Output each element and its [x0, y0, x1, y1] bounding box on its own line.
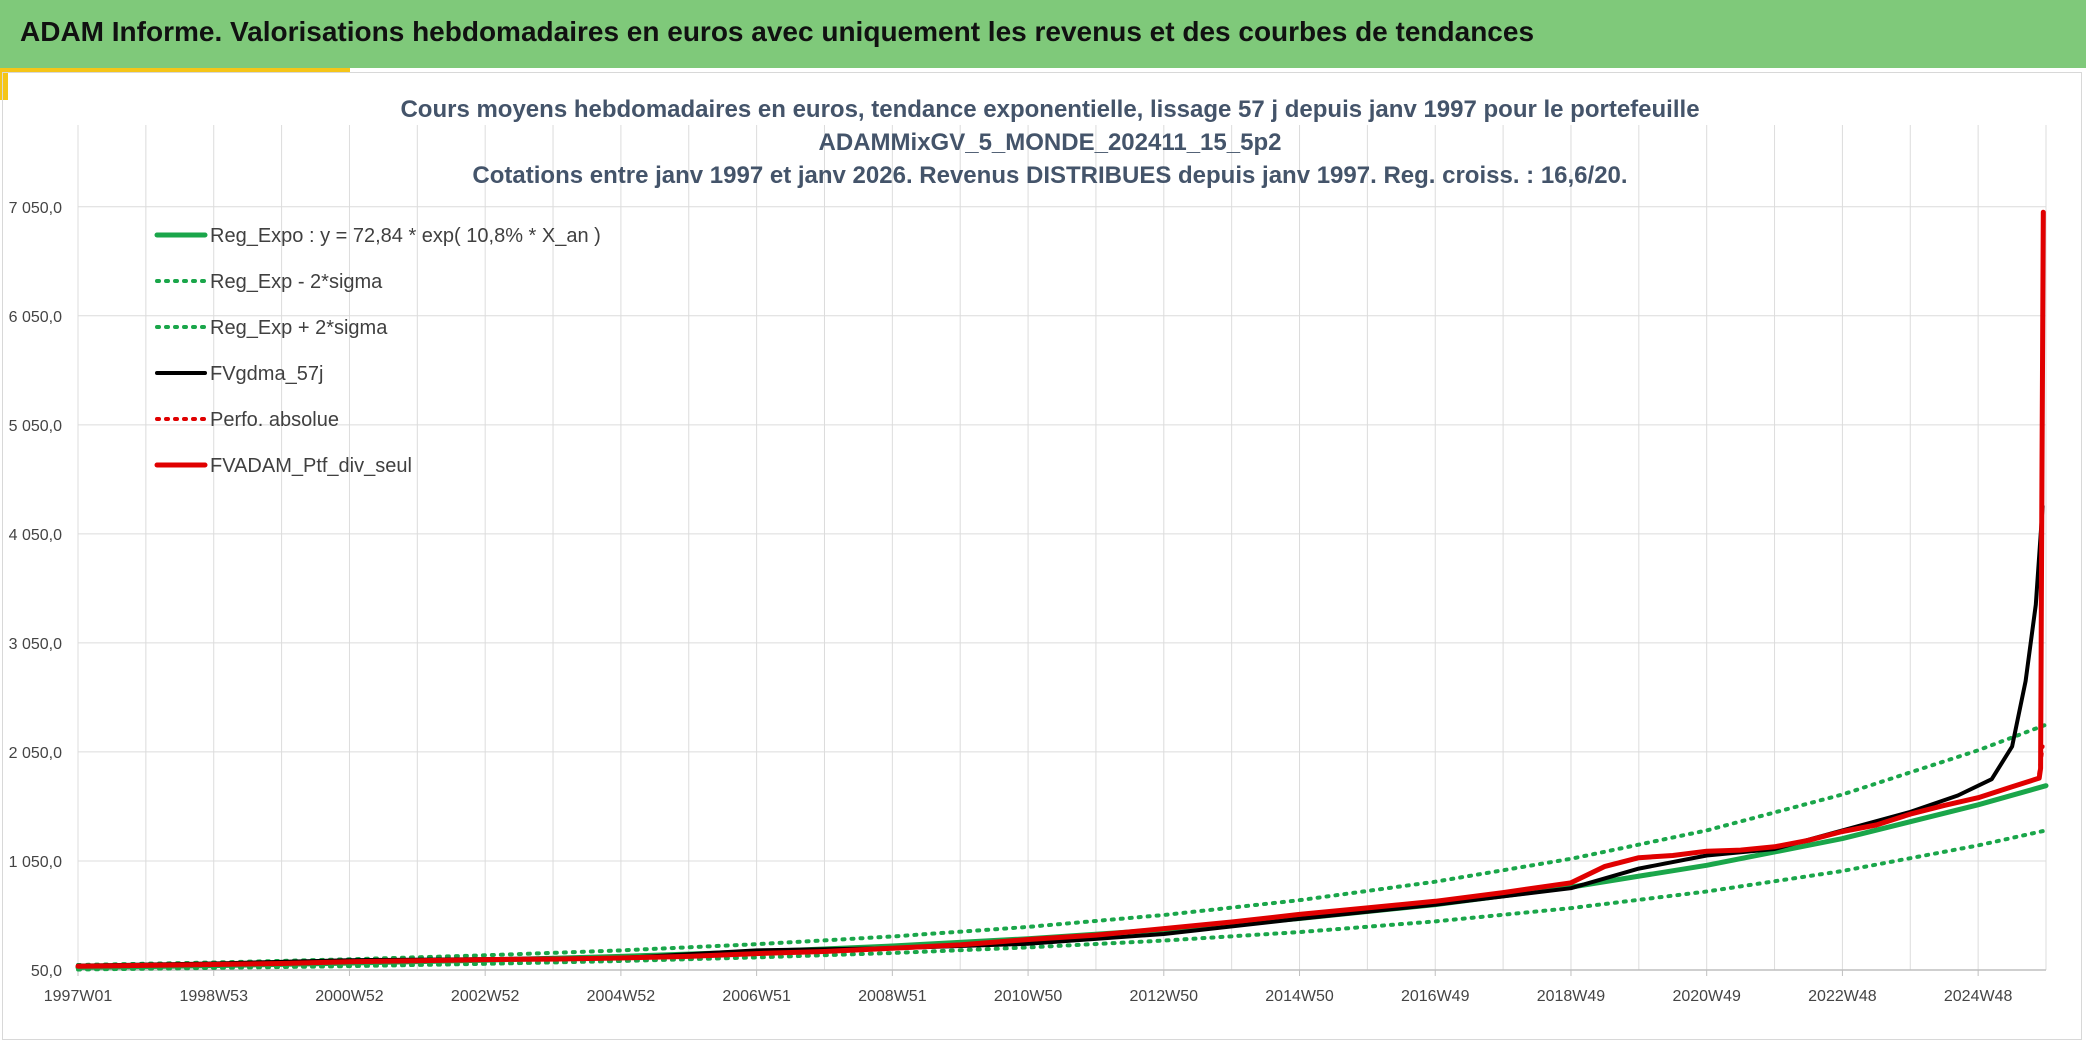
series-line [76, 828, 2048, 972]
header-bar: ADAM Informe. Valorisations hebdomadaire… [0, 0, 2086, 68]
legend-entry: Reg_Expo : y = 72,84 * exp( 10,8% * X_an… [210, 225, 601, 247]
y-tick-label: 6 050,0 [9, 309, 62, 326]
chart-frame [2, 72, 2082, 1040]
x-axis: 1997W01 1998W53 2000W52 2002W52 2004W52 2006W… [44, 970, 2013, 1005]
series-line [75, 209, 2046, 969]
chart-title: Cours moyens hebdomadaires en euros, ten… [400, 96, 1699, 189]
legend-entry: FVADAM_Ptf_div_seul [210, 455, 412, 477]
page-title: ADAM Informe. Valorisations hebdomadaire… [20, 16, 1535, 47]
series-line [76, 504, 2045, 968]
x-tick-label: 2000W52 [315, 988, 384, 1005]
x-tick-label: 2002W52 [451, 988, 520, 1005]
x-tick-label: 2018W49 [1537, 988, 1606, 1005]
x-tick-label: 2010W50 [994, 988, 1063, 1005]
accent-corner [0, 68, 8, 100]
y-tick-label: 50,0 [31, 963, 62, 980]
legend-entry: Reg_Exp - 2*sigma [210, 271, 383, 293]
y-tick-label: 2 050,0 [9, 745, 62, 762]
y-axis: 50,0 1 050,0 2 050,0 3 050,0 4 050,0 5 050,0 6… [9, 200, 62, 980]
chart-series [75, 209, 2049, 972]
legend-entry: Reg_Exp + 2*sigma [210, 317, 388, 339]
x-tick-label: 2014W50 [1265, 988, 1334, 1005]
y-tick-label: 3 050,0 [9, 636, 62, 653]
chart-legend: Reg_Expo : y = 72,84 * exp( 10,8% * X_an… [154, 225, 601, 477]
y-tick-label: 7 050,0 [9, 200, 62, 217]
legend-entry: FVgdma_57j [210, 363, 323, 385]
x-tick-label: 1997W01 [44, 988, 113, 1005]
x-tick-label: 2006W51 [722, 988, 791, 1005]
y-tick-label: 4 050,0 [9, 527, 62, 544]
x-tick-label: 1998W53 [179, 988, 248, 1005]
x-tick-label: 2024W48 [1944, 988, 2013, 1005]
x-tick-label: 2020W49 [1672, 988, 1741, 1005]
chart-grid [77, 125, 2047, 971]
x-tick-label: 2016W49 [1401, 988, 1470, 1005]
x-tick-label: 2008W51 [858, 988, 927, 1005]
chart-title-line: Cours moyens hebdomadaires en euros, ten… [400, 96, 1699, 123]
chart-title-line: Cotations entre janv 1997 et janv 2026. … [472, 162, 1627, 189]
x-tick-label: 2004W52 [587, 988, 656, 1005]
y-tick-label: 1 050,0 [9, 854, 62, 871]
chart-title-line: ADAMMixGV_5_MONDE_202411_15_5p2 [819, 129, 1282, 156]
x-tick-label: 2012W50 [1130, 988, 1199, 1005]
legend-entry: Perfo. absolue [210, 409, 339, 431]
accent-stripe [0, 68, 350, 73]
x-tick-label: 2022W48 [1808, 988, 1877, 1005]
y-tick-label: 5 050,0 [9, 418, 62, 435]
series-line [76, 722, 2048, 967]
